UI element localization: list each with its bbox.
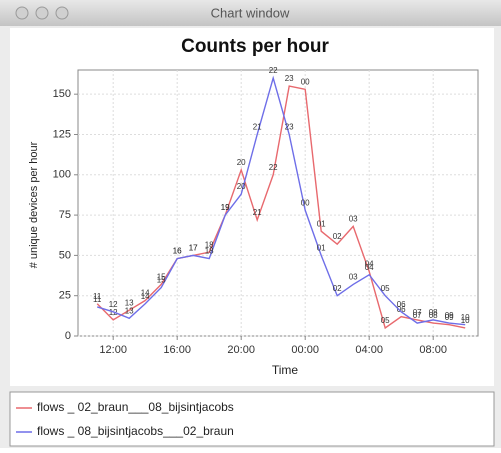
point-label: 13	[125, 306, 134, 315]
point-label: 23	[285, 74, 294, 83]
point-label: 08	[429, 308, 438, 317]
point-label: 21	[253, 123, 262, 132]
y-tick-label: 25	[59, 290, 71, 302]
window-title: Chart window	[211, 5, 290, 20]
point-label: 14	[141, 289, 150, 298]
point-label: 03	[349, 214, 358, 223]
point-label: 00	[301, 77, 310, 86]
series-line	[96, 75, 466, 326]
legend-label: flows _ 02_braun___08_bijsintjacobs	[37, 400, 234, 414]
point-label: 17	[189, 244, 198, 253]
point-label: 06	[397, 300, 406, 309]
point-label: 20	[237, 158, 246, 167]
series-line	[96, 85, 466, 330]
point-label: 20	[237, 182, 246, 191]
legend-box	[9, 391, 495, 447]
point-label: 18	[205, 240, 214, 249]
point-label: 19	[221, 203, 230, 212]
point-label: 22	[269, 66, 278, 75]
point-label: 11	[93, 292, 102, 301]
point-label: 09	[445, 313, 454, 322]
point-label: 04	[365, 260, 374, 269]
zoom-button[interactable]	[55, 6, 69, 20]
y-tick-label: 100	[53, 169, 71, 181]
plot-area	[77, 69, 479, 337]
x-axis-label: Time	[272, 363, 299, 377]
point-label: 07	[413, 308, 422, 317]
x-tick-label: 00:00	[291, 344, 319, 356]
point-label: 16	[173, 247, 182, 256]
y-tick-label: 0	[65, 330, 71, 342]
title-bar	[0, 0, 501, 26]
point-label: 19	[221, 203, 230, 212]
x-tick-label: 20:00	[227, 344, 255, 356]
point-label: 10	[461, 316, 470, 325]
point-label: 22	[269, 163, 278, 172]
y-axis-label: # unique devices per hour	[28, 141, 40, 268]
point-label: 16	[173, 247, 182, 256]
y-tick-label: 125	[53, 128, 71, 140]
point-label: 17	[189, 244, 198, 253]
point-label: 18	[205, 247, 214, 256]
point-label: 07	[413, 311, 422, 320]
legend-label: flows _ 08_bijsintjacobs___02_braun	[37, 424, 234, 438]
point-label: 04	[365, 263, 374, 272]
point-label: 02	[333, 284, 342, 293]
point-label: 21	[253, 208, 262, 217]
y-tick-label: 75	[59, 209, 71, 221]
point-label: 13	[125, 298, 134, 307]
x-tick-label: 08:00	[419, 344, 447, 356]
point-label: 05	[381, 284, 390, 293]
x-tick-label: 16:00	[163, 344, 191, 356]
point-label: 05	[381, 316, 390, 325]
point-label: 14	[141, 292, 150, 301]
point-label: 15	[157, 273, 166, 282]
point-label: 09	[445, 311, 454, 320]
y-tick-label: 150	[53, 88, 71, 100]
point-label: 08	[429, 311, 438, 320]
point-label: 12	[109, 300, 118, 309]
point-label: 01	[317, 219, 326, 228]
point-label: 02	[333, 232, 342, 241]
x-tick-label: 04:00	[355, 344, 383, 356]
y-tick-label: 50	[59, 249, 71, 261]
point-label: 23	[285, 123, 294, 132]
point-label: 15	[157, 276, 166, 285]
x-tick-label: 12:00	[99, 344, 127, 356]
point-label: 11	[93, 295, 102, 304]
point-label: 06	[397, 305, 406, 314]
point-label: 10	[461, 313, 470, 322]
point-label: 01	[317, 244, 326, 253]
minimize-button[interactable]	[35, 6, 49, 20]
point-label: 00	[301, 198, 310, 207]
point-label: 03	[349, 273, 358, 282]
chart-title: Counts per hour	[181, 36, 329, 57]
close-button[interactable]	[15, 6, 29, 20]
